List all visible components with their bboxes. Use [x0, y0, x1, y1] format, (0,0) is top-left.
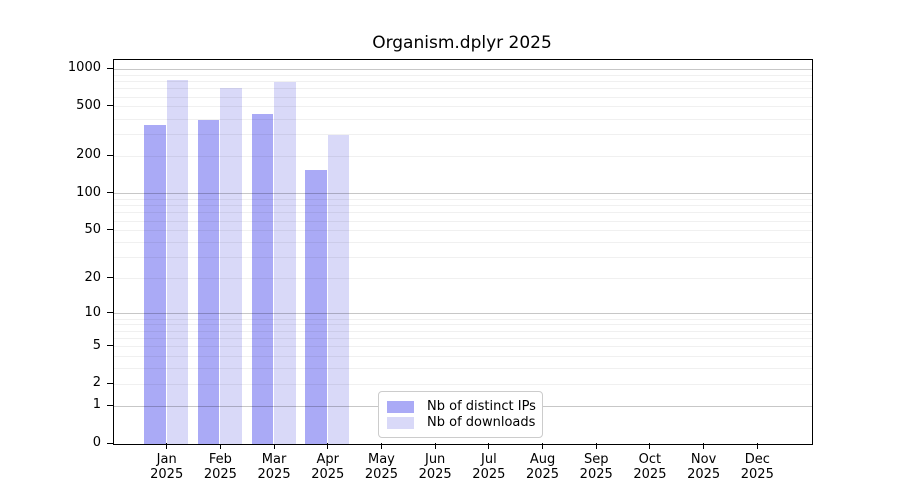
legend: Nb of distinct IPs Nb of downloads — [378, 391, 543, 438]
y-tick-label: 50 — [84, 221, 101, 237]
x-tick-label: Aug 2025 — [525, 452, 560, 482]
x-tick-label: Jul 2025 — [472, 452, 506, 482]
chart-title: Organism.dplyr 2025 — [372, 33, 552, 53]
gridline-minor — [114, 324, 812, 326]
y-tick-mark — [107, 312, 113, 314]
legend-label: Nb of downloads — [427, 415, 536, 430]
x-tick-mark — [434, 443, 436, 449]
x-tick-mark — [273, 443, 275, 449]
y-tick-label: 10 — [84, 304, 101, 320]
plot-area — [113, 59, 813, 445]
gridline-minor — [114, 383, 812, 385]
y-tick-mark — [107, 105, 113, 107]
x-tick-mark — [756, 443, 758, 449]
gridline-minor — [114, 134, 812, 136]
y-tick-label: 5 — [92, 337, 101, 353]
bar-nb-of-distinct-ips-mar-2025 — [251, 114, 274, 444]
x-tick-mark — [219, 443, 221, 449]
y-tick-mark — [107, 67, 113, 69]
bar-nb-of-downloads-mar-2025 — [274, 81, 296, 444]
y-tick-mark — [107, 345, 113, 347]
y-tick-label: 0 — [92, 435, 101, 450]
gridline-minor — [114, 346, 812, 348]
x-tick-mark — [488, 443, 490, 449]
y-tick-label: 500 — [76, 97, 101, 113]
bar-nb-of-downloads-apr-2025 — [327, 135, 350, 444]
legend-item: Nb of downloads — [387, 415, 536, 430]
bar-nb-of-downloads-feb-2025 — [220, 88, 242, 444]
y-tick-mark — [107, 192, 113, 194]
gridline-minor — [114, 118, 812, 120]
y-tick-mark — [107, 404, 113, 406]
bar-nb-of-distinct-ips-apr-2025 — [305, 170, 327, 444]
gridline-minor — [114, 278, 812, 280]
y-tick-label: 20 — [84, 269, 101, 285]
gridline-minor — [114, 198, 812, 200]
x-tick-label: Mar 2025 — [257, 452, 291, 482]
gridline-minor — [114, 205, 812, 207]
y-tick-label: 100 — [76, 184, 101, 200]
y-tick-mark — [107, 154, 113, 156]
legend-swatch-distinct-ips — [387, 400, 414, 413]
gridline-minor — [114, 242, 812, 244]
y-tick-label: 2 — [92, 375, 101, 391]
gridline-minor — [114, 318, 812, 320]
legend-label: Nb of distinct IPs — [427, 399, 536, 414]
x-tick-mark — [327, 443, 329, 449]
bar-nb-of-downloads-jan-2025 — [166, 79, 189, 444]
gridline-minor — [114, 337, 812, 339]
x-tick-mark — [166, 443, 168, 449]
gridline-minor — [114, 330, 812, 332]
gridline-minor — [114, 74, 812, 76]
gridline-minor — [114, 81, 812, 82]
gridline-minor — [114, 96, 812, 98]
x-tick-label: Jan 2025 — [150, 452, 184, 482]
x-tick-label: Jun 2025 — [418, 452, 452, 482]
gridline-major — [114, 193, 812, 195]
y-tick-mark — [107, 442, 113, 444]
x-tick-label: May 2025 — [364, 452, 398, 482]
gridline-minor — [114, 155, 812, 157]
bar-nb-of-distinct-ips-feb-2025 — [197, 119, 220, 444]
x-tick-mark — [649, 443, 651, 449]
y-tick-mark — [107, 382, 113, 384]
gridline-minor — [114, 230, 812, 232]
gridline-minor — [114, 257, 812, 259]
y-tick-mark — [107, 229, 113, 231]
gridline-minor — [114, 356, 812, 358]
gridline-minor — [114, 88, 812, 90]
x-tick-mark — [595, 443, 597, 449]
gridline-minor — [114, 106, 812, 108]
gridline-major — [114, 313, 812, 315]
x-tick-label: Feb 2025 — [203, 452, 237, 482]
x-tick-mark — [703, 443, 705, 449]
x-tick-mark — [380, 443, 382, 449]
y-tick-label: 200 — [76, 147, 101, 163]
x-tick-label: Nov 2025 — [687, 452, 721, 482]
gridline-minor — [114, 368, 812, 370]
gridline-minor — [114, 220, 812, 222]
bar-nb-of-distinct-ips-jan-2025 — [144, 125, 166, 444]
x-tick-label: Apr 2025 — [311, 452, 345, 482]
x-tick-mark — [542, 443, 544, 449]
y-tick-label: 1000 — [67, 60, 101, 76]
gridline-minor — [114, 212, 812, 214]
y-tick-label: 1 — [92, 397, 101, 413]
legend-item: Nb of distinct IPs — [387, 399, 536, 414]
gridline-major — [114, 68, 812, 70]
x-tick-label: Sep 2025 — [579, 452, 613, 482]
x-tick-label: Oct 2025 — [633, 452, 667, 482]
legend-swatch-downloads — [387, 416, 414, 429]
x-tick-label: Dec 2025 — [740, 452, 774, 482]
y-tick-mark — [107, 277, 113, 279]
